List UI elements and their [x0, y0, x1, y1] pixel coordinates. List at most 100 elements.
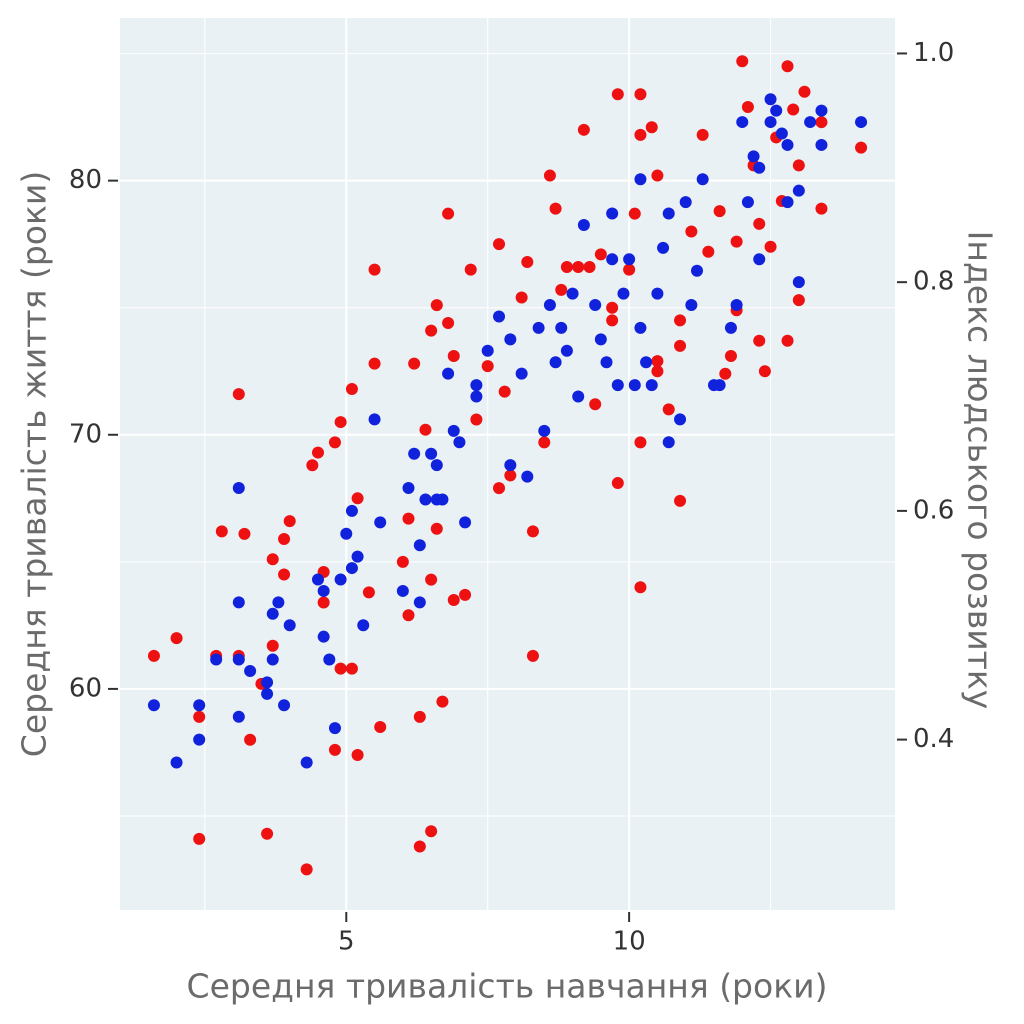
point — [640, 356, 653, 369]
point — [193, 832, 206, 845]
point — [147, 699, 160, 712]
point — [430, 522, 443, 535]
point — [334, 416, 347, 429]
point — [481, 360, 494, 373]
point — [679, 196, 692, 209]
point — [170, 632, 183, 645]
point — [447, 349, 460, 362]
point — [425, 573, 438, 586]
point — [560, 344, 573, 357]
point — [244, 664, 257, 677]
point — [775, 127, 788, 140]
point — [232, 710, 245, 723]
point — [606, 314, 619, 327]
point — [611, 88, 624, 101]
x-axis-title: Середня тривалість навчання (роки) — [187, 967, 828, 1006]
point — [781, 138, 794, 151]
point — [572, 390, 585, 403]
point — [413, 596, 426, 609]
point — [674, 339, 687, 352]
point — [515, 291, 528, 304]
point — [781, 334, 794, 347]
point — [447, 424, 460, 437]
point — [351, 748, 364, 761]
point — [402, 609, 415, 622]
point — [408, 447, 421, 460]
point — [719, 367, 732, 380]
point — [498, 385, 511, 398]
point — [815, 138, 828, 151]
point — [470, 379, 483, 392]
point — [283, 515, 296, 528]
point — [724, 349, 737, 362]
point — [493, 310, 506, 323]
point — [577, 218, 590, 231]
point — [447, 593, 460, 606]
point — [634, 88, 647, 101]
point — [210, 653, 223, 666]
point — [442, 207, 455, 220]
point — [232, 388, 245, 401]
y2-tick-label: 0.8 — [913, 267, 954, 297]
point — [408, 357, 421, 370]
point — [244, 733, 257, 746]
point — [606, 253, 619, 266]
point — [600, 356, 613, 369]
point — [493, 238, 506, 251]
point — [442, 367, 455, 380]
point — [617, 287, 630, 300]
point — [753, 161, 766, 174]
point — [741, 196, 754, 209]
point — [261, 687, 274, 700]
point — [374, 516, 387, 529]
point — [606, 301, 619, 314]
point — [340, 527, 353, 540]
y-tick-label: 70 — [69, 419, 102, 449]
point — [493, 482, 506, 495]
point — [334, 662, 347, 675]
point — [317, 596, 330, 609]
point — [272, 596, 285, 609]
point — [215, 525, 228, 538]
point — [662, 207, 675, 220]
point — [538, 436, 551, 449]
point — [764, 240, 777, 253]
point — [459, 588, 472, 601]
point — [266, 653, 279, 666]
point — [611, 379, 624, 392]
point — [261, 827, 274, 840]
point — [594, 248, 607, 261]
point — [351, 492, 364, 505]
point — [232, 596, 245, 609]
point — [396, 584, 409, 597]
point — [792, 276, 805, 289]
point — [634, 128, 647, 141]
point — [589, 299, 602, 312]
point — [674, 413, 687, 426]
point — [651, 365, 664, 378]
point — [781, 196, 794, 209]
point — [515, 367, 528, 380]
point — [526, 525, 539, 538]
point — [753, 334, 766, 347]
point — [311, 573, 324, 586]
point — [266, 553, 279, 566]
point — [623, 253, 636, 266]
point — [555, 283, 568, 296]
point — [430, 459, 443, 472]
point — [504, 459, 517, 472]
point — [549, 356, 562, 369]
point — [238, 527, 251, 540]
point — [736, 55, 749, 68]
point — [317, 630, 330, 643]
point — [453, 436, 466, 449]
point — [193, 733, 206, 746]
point — [787, 103, 800, 116]
point — [792, 184, 805, 197]
point — [730, 299, 743, 312]
point — [696, 128, 709, 141]
point — [589, 398, 602, 411]
y2-tick-label: 0.4 — [913, 724, 954, 754]
